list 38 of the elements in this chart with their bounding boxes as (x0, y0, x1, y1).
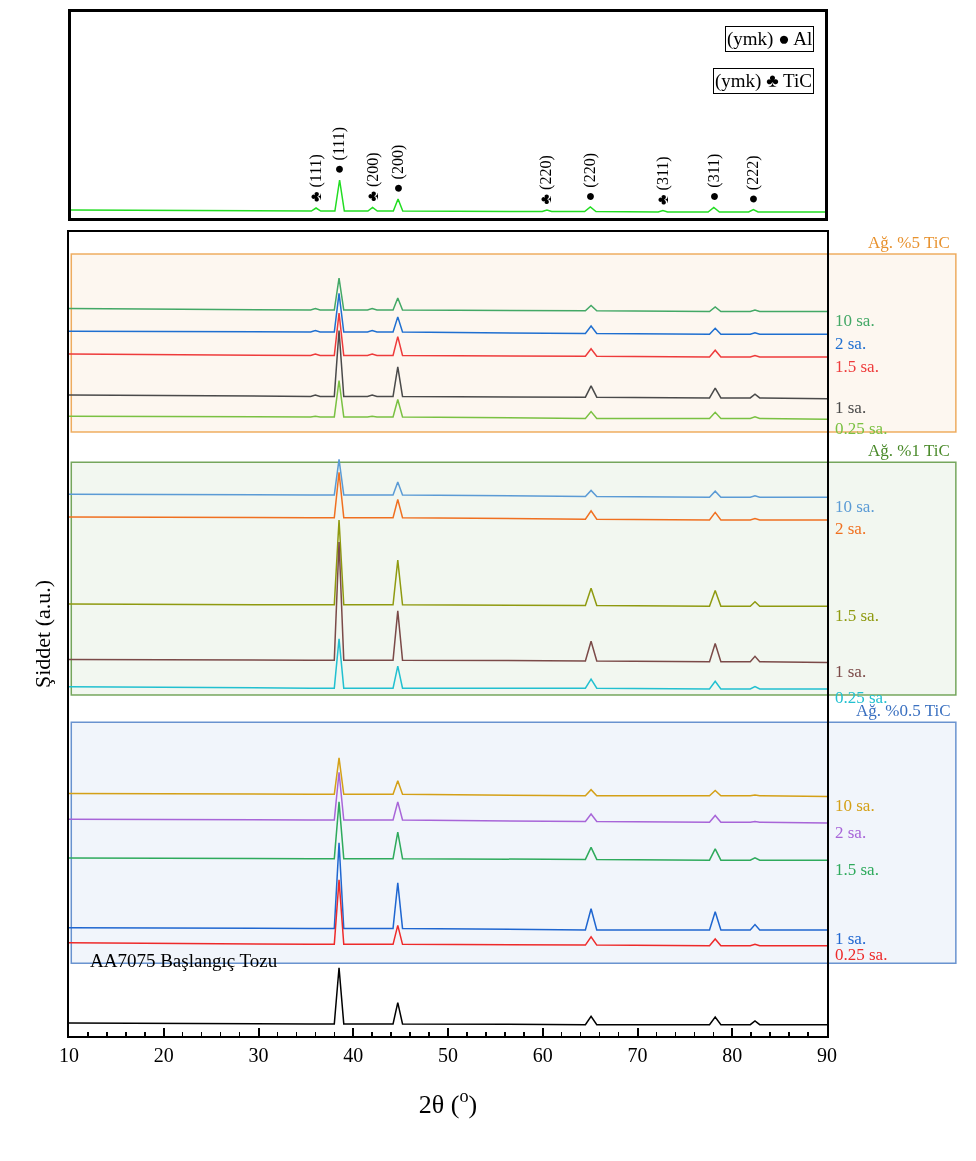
band-label: Ağ. %1 TiC (868, 441, 950, 460)
annotation: ● (222) (743, 155, 762, 204)
series-label: 10 sa. (835, 796, 875, 815)
annotation: ♣ (311) (653, 156, 672, 205)
x-tick-label: 70 (627, 1044, 648, 1066)
annotation: ● (111) (330, 126, 349, 175)
x-tick-label: 30 (248, 1044, 269, 1066)
annotation: ● (311) (705, 153, 724, 202)
series-label: 2 sa. (835, 519, 867, 538)
series-label: 1.5 sa. (835, 860, 879, 879)
x-tick-label: 80 (722, 1044, 743, 1066)
x-tick-label: 10 (59, 1044, 79, 1066)
y-axis-title: Şiddet (a.u.) (30, 579, 56, 689)
x-tick-label: 20 (153, 1044, 174, 1066)
series-label: 1 sa. (835, 398, 867, 417)
series-label: 0.25 sa. (835, 945, 888, 964)
series-label: 1 sa. (835, 929, 867, 948)
text: (ymk) ● Al (727, 28, 813, 50)
series-label: 2 sa. (835, 334, 867, 353)
annotation: ♣ (220) (537, 155, 556, 205)
annotation: ● (220) (581, 153, 600, 202)
text: (ymk) ♣ TiC (715, 70, 812, 92)
band-label: Ağ. %5 TiC (868, 233, 950, 252)
series-label: 10 sa. (835, 497, 875, 516)
annotation: ♣ (111) (307, 154, 326, 203)
series-label: 10 sa. (835, 311, 875, 330)
x-tick-label: 90 (817, 1044, 837, 1066)
series-label: 1.5 sa. (835, 606, 879, 625)
x-axis-title: 2θ ($^{o}$) (418, 1086, 478, 1120)
series-label: 1.5 sa. (835, 357, 879, 376)
annotation: ● (200) (389, 144, 408, 194)
annotation: ♣ (200) (363, 152, 382, 202)
annotation: AA7075 Başlangıç Tozu (90, 950, 278, 971)
x-tick-label: 50 (438, 1044, 458, 1066)
series-label: 2 sa. (835, 823, 867, 842)
series-label: 1 sa. (835, 662, 867, 681)
x-tick-label: 60 (532, 1044, 553, 1066)
x-tick-label: 40 (343, 1044, 364, 1066)
